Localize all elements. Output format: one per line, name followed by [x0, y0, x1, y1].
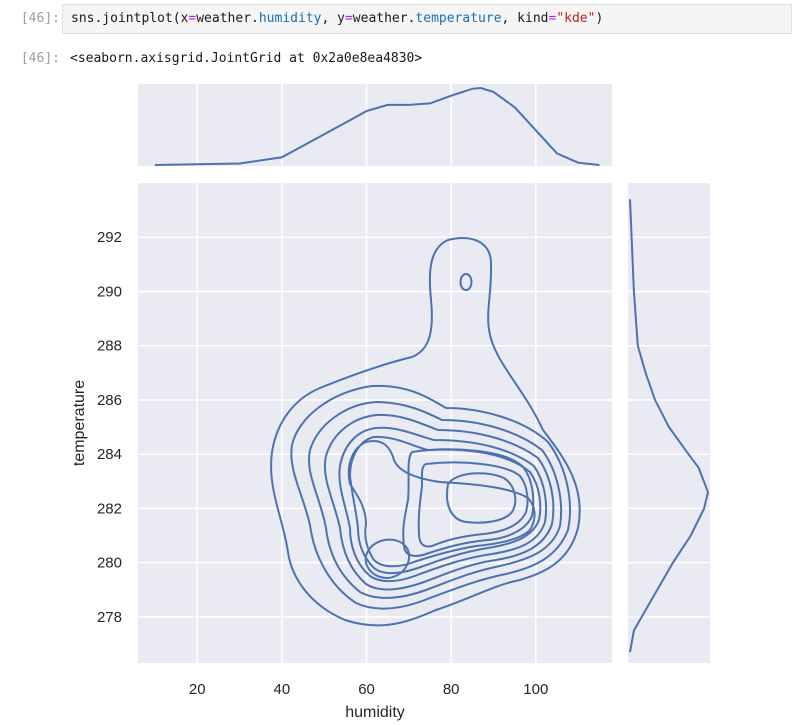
code-sep: , [501, 11, 518, 26]
marginal-x-background [138, 84, 612, 166]
code-attr-humidity: humidity [258, 11, 322, 26]
code-eq: = [188, 11, 197, 26]
input-prompt: [46]: [20, 11, 60, 26]
x-tick-label: 100 [523, 681, 548, 698]
kde-contour [308, 400, 563, 599]
y-tick-label: 288 [97, 338, 122, 355]
y-axis-label: temperature [71, 380, 88, 466]
y-tick-label: 290 [97, 283, 122, 300]
marginal-x-panel [138, 84, 612, 166]
code-input-area[interactable]: sns.jointplot(x=weather.humidity, y=weat… [62, 4, 792, 34]
kde-contour-top-peak [459, 273, 473, 291]
y-tick-label: 292 [97, 229, 122, 246]
y-tick-label: 282 [97, 500, 122, 517]
code-eq: = [548, 11, 557, 26]
code-string-kde: "kde" [556, 11, 596, 26]
code-kw-y: y [337, 11, 345, 26]
marginal-y-panel [628, 183, 710, 663]
joint-panel [138, 183, 612, 663]
x-tick-label: 20 [189, 681, 206, 698]
code-kw-kind: kind [517, 11, 549, 26]
kde-contour [290, 384, 571, 610]
marginal-y-density-curve [629, 199, 710, 653]
marginal-x-density-curve [154, 86, 600, 166]
code-sep: , [321, 11, 338, 26]
code-line[interactable]: sns.jointplot(x=weather.humidity, y=weat… [71, 11, 603, 26]
x-tick-label: 80 [443, 681, 460, 698]
kde-contour-lowpeak [364, 538, 410, 580]
x-tick-label: 60 [358, 681, 375, 698]
code-function: sns.jointplot( [71, 11, 181, 26]
marginal-y-background [628, 183, 710, 663]
code-kw-x: x [180, 11, 189, 26]
x-tick-label: 40 [274, 681, 291, 698]
y-tick-label: 280 [97, 555, 122, 572]
kde-contour [347, 440, 536, 568]
kde-contour-outer [270, 237, 581, 627]
code-eq: = [344, 11, 353, 26]
output-prompt: [46]: [20, 51, 60, 66]
code-attr-temperature: temperature [415, 11, 502, 26]
joint-background [138, 183, 612, 663]
y-tick-label: 286 [97, 392, 122, 409]
kde-contour-high [402, 448, 535, 557]
kde-contour-high [417, 461, 529, 548]
x-axis-label: humidity [345, 704, 405, 721]
kde-contour [323, 413, 555, 591]
kde-contour [338, 426, 548, 582]
kde-contour-peak [446, 472, 517, 524]
code-close-paren: ) [595, 11, 604, 26]
code-obj: weather. [352, 11, 416, 26]
kde-contours [270, 237, 581, 627]
code-obj: weather. [196, 11, 259, 26]
y-tick-label: 278 [97, 609, 122, 626]
y-tick-label: 284 [97, 446, 122, 463]
output-repr: <seaborn.axisgrid.JointGrid at 0x2a0e8ea… [70, 51, 423, 66]
